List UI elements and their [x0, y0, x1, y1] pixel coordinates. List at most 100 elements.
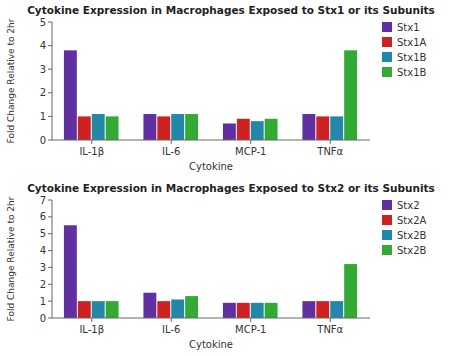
bar: [64, 50, 77, 140]
legend: Stx2Stx2AStx2BStx2B: [382, 200, 427, 256]
chart: Cytokine Expression in Macrophages Expos…: [6, 4, 435, 172]
bar: [92, 114, 105, 140]
y-tick-label: 3: [40, 64, 46, 75]
bar: [302, 301, 315, 318]
y-axis-label: Fold Change Relative to 2hr: [6, 196, 16, 321]
y-tick-label: 5: [40, 17, 46, 28]
bar: [316, 301, 329, 318]
bar: [330, 301, 343, 318]
y-tick: [48, 233, 52, 234]
legend-swatch: [382, 67, 392, 77]
legend-swatch: [382, 200, 392, 210]
bar: [143, 293, 156, 318]
bar: [157, 301, 170, 318]
x-tick: [330, 318, 331, 322]
legend-swatch: [382, 215, 392, 225]
bar: [265, 303, 278, 318]
y-axis: [52, 200, 53, 318]
bar: [237, 119, 250, 140]
x-tick-label: IL-1β: [79, 146, 104, 157]
bar: [78, 116, 91, 140]
legend-label: Stx2B: [397, 230, 427, 241]
bars: [64, 225, 357, 318]
bar: [143, 114, 156, 140]
x-axis-label: Cytokine: [189, 339, 233, 350]
chart-title: Cytokine Expression in Macrophages Expos…: [27, 4, 435, 16]
legend-swatch: [382, 52, 392, 62]
bar: [316, 116, 329, 140]
bar: [265, 119, 278, 140]
legend-label: Stx1B: [397, 52, 427, 63]
legend-label: Stx1A: [397, 37, 427, 48]
x-tick: [91, 140, 92, 144]
y-tick: [48, 267, 52, 268]
bar: [171, 299, 184, 318]
y-axis: [52, 22, 53, 140]
x-tick: [91, 318, 92, 322]
y-tick-label: 4: [40, 245, 46, 256]
y-tick-label: 7: [40, 195, 46, 206]
x-axis: [52, 318, 370, 319]
bar: [251, 121, 264, 140]
y-tick: [48, 250, 52, 251]
legend: Stx1 Stx1A Stx1B Stx1B: [382, 22, 427, 78]
bar: [185, 114, 198, 140]
y-tick-label: 4: [40, 40, 46, 51]
x-tick: [330, 140, 331, 144]
x-tick-label: IL-6: [162, 324, 180, 335]
bar: [223, 303, 236, 318]
y-tick-label: 1: [40, 111, 46, 122]
bar: [106, 301, 119, 318]
x-tick-label: TNFα: [316, 324, 343, 335]
legend-label: Stx1B: [397, 67, 427, 78]
bar: [344, 264, 357, 318]
y-tick-label: 6: [40, 211, 46, 222]
bar: [92, 301, 105, 318]
legend-swatch: [382, 245, 392, 255]
bar: [106, 116, 119, 140]
figure: Cytokine Expression in Macrophages Expos…: [0, 0, 450, 356]
x-tick-label: IL-6: [162, 146, 180, 157]
y-tick: [48, 69, 52, 70]
y-tick: [48, 45, 52, 46]
bar: [251, 303, 264, 318]
y-tick-label: 1: [40, 296, 46, 307]
legend-label: Stx1: [397, 22, 420, 33]
y-tick: [48, 200, 52, 201]
x-tick: [171, 140, 172, 144]
y-tick-label: 0: [40, 313, 46, 324]
x-axis-label: Cytokine: [189, 161, 233, 172]
y-tick-label: 2: [40, 279, 46, 290]
x-tick-label: MCP-1: [235, 146, 266, 157]
legend-label: Stx2A: [397, 215, 427, 226]
y-tick: [48, 92, 52, 93]
y-tick: [48, 318, 52, 319]
bar: [157, 116, 170, 140]
bar: [64, 225, 77, 318]
y-tick-label: 5: [40, 228, 46, 239]
y-tick: [48, 301, 52, 302]
background: [0, 0, 450, 356]
y-tick: [48, 140, 52, 141]
x-tick-label: IL-1β: [79, 324, 104, 335]
legend-swatch: [382, 37, 392, 47]
bar: [302, 114, 315, 140]
legend-swatch: [382, 22, 392, 32]
x-tick: [250, 140, 251, 144]
bar: [185, 296, 198, 318]
x-tick-label: MCP-1: [235, 324, 266, 335]
legend-swatch: [382, 230, 392, 240]
legend-label: Stx2B: [397, 245, 427, 256]
bar: [78, 301, 91, 318]
x-axis: [52, 140, 370, 141]
y-tick: [48, 216, 52, 217]
bar: [344, 50, 357, 140]
x-tick: [250, 318, 251, 322]
chart: Cytokine Expression in Macrophages Expos…: [6, 182, 435, 350]
bar: [237, 303, 250, 318]
y-tick-label: 3: [40, 262, 46, 273]
bar: [223, 123, 236, 140]
y-axis-label: Fold Change Relative to 2hr: [6, 18, 16, 143]
y-tick: [48, 284, 52, 285]
bars: [64, 50, 357, 140]
